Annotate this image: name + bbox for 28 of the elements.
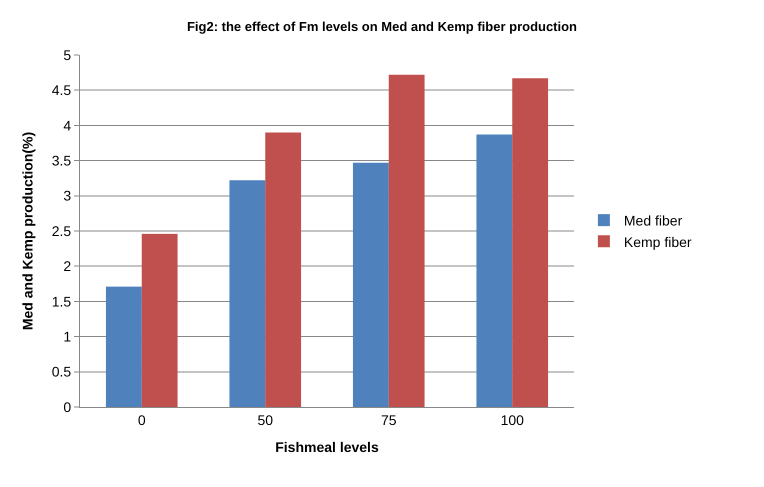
y-axis-title: Med and Kemp production(%) bbox=[19, 132, 36, 330]
y-tick-label: 2 bbox=[63, 258, 72, 274]
bar bbox=[512, 78, 548, 407]
y-tick-label: 0 bbox=[63, 398, 72, 415]
legend-label: Kemp fiber bbox=[624, 234, 692, 250]
y-tick-label: 1 bbox=[63, 328, 72, 344]
bar bbox=[388, 74, 425, 407]
y-tick-label: 3.5 bbox=[52, 152, 72, 168]
x-axis-title: Fishmeal levels bbox=[275, 439, 379, 456]
chart-title: Fig2: the effect of Fm levels on Med and Kemp fiber production bbox=[186, 19, 578, 34]
bar bbox=[229, 180, 266, 407]
bar bbox=[476, 134, 512, 407]
bar bbox=[106, 286, 142, 407]
bar bbox=[142, 234, 178, 407]
y-tick-label: 4.5 bbox=[52, 82, 72, 98]
y-tick-label: 1.5 bbox=[52, 293, 72, 310]
bar bbox=[265, 132, 302, 407]
y-tick-label: 0.5 bbox=[52, 364, 72, 380]
bar bbox=[352, 162, 389, 407]
x-tick-label: 50 bbox=[257, 412, 274, 428]
legend-label: Med fiber bbox=[624, 212, 683, 229]
y-tick-label: 2.5 bbox=[52, 222, 72, 239]
y-tick-label: 3 bbox=[63, 188, 72, 204]
x-tick-label: 100 bbox=[500, 412, 524, 428]
y-tick-label: 5 bbox=[63, 46, 72, 63]
x-tick-label: 0 bbox=[138, 412, 146, 428]
x-tick-label: 75 bbox=[380, 412, 397, 428]
y-tick-label: 4 bbox=[63, 117, 72, 134]
